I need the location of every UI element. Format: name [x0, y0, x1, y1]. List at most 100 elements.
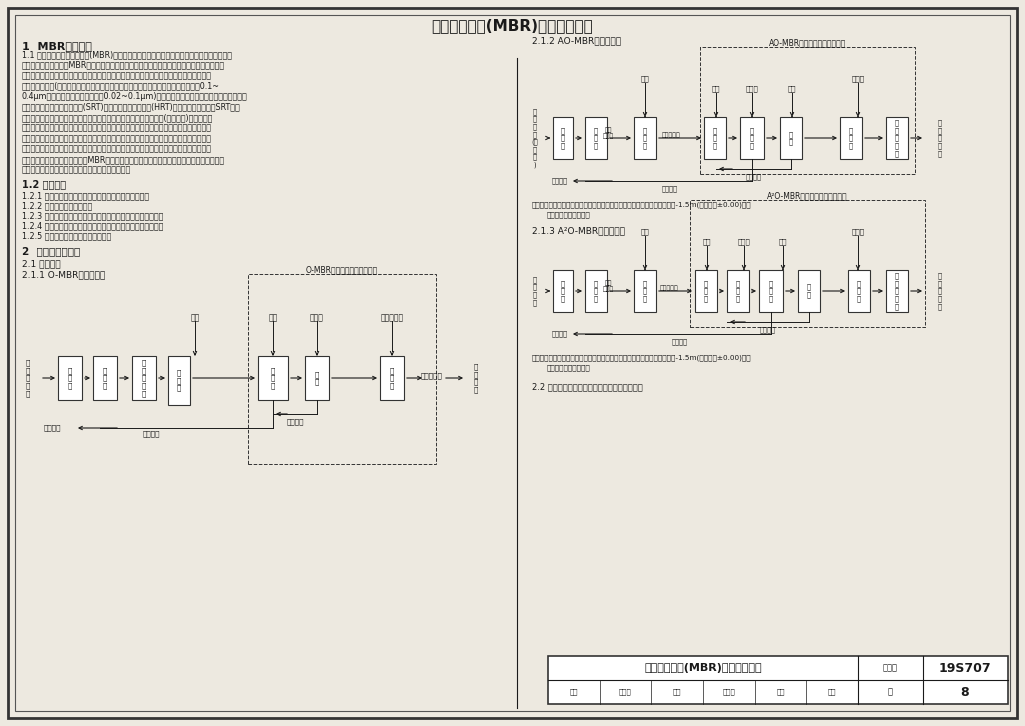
Text: 剩余污泥: 剩余污泥 — [672, 339, 688, 346]
Bar — [704, 117, 726, 159]
Text: 污泥处置: 污泥处置 — [552, 331, 568, 338]
Bar — [634, 117, 656, 159]
Text: 水可直接进入调节池。: 水可直接进入调节池。 — [547, 211, 590, 218]
Bar — [886, 117, 908, 159]
Bar — [700, 47, 915, 174]
Text: 消毒剂: 消毒剂 — [852, 229, 864, 235]
Text: 1.2.4 抗冲击负荷能力强，对进水水质水量变化的适应能力强。: 1.2.4 抗冲击负荷能力强，对进水水质水量变化的适应能力强。 — [22, 221, 163, 230]
Text: 页: 页 — [888, 688, 893, 696]
Text: 曝气: 曝气 — [269, 314, 278, 322]
Text: 集
水
池: 集 水 池 — [594, 127, 598, 149]
Text: 外
排
或
回
用: 外 排 或 回 用 — [938, 272, 942, 309]
Text: 毛
发
聚
集
器: 毛 发 聚 集 器 — [141, 359, 147, 396]
Text: 调
节
池: 调 节 池 — [643, 127, 647, 149]
Text: 缺
氧
池: 缺 氧 池 — [713, 127, 718, 149]
Text: 自来水补给: 自来水补给 — [380, 314, 404, 322]
Text: 提
升
泵: 提 升 泵 — [176, 370, 181, 391]
Text: 厌源: 厌源 — [703, 239, 711, 245]
Text: 标
准
排
放
口: 标 准 排 放 口 — [895, 272, 899, 309]
Text: 剩余污泥: 剩余污泥 — [662, 186, 678, 192]
Bar — [305, 356, 329, 400]
Text: 池内，持续参与生物化学反应。MBR工艺不但获得了优良稳定的出水水质，而且具有高污泥浓: 池内，持续参与生物化学反应。MBR工艺不但获得了优良稳定的出水水质，而且具有高污… — [22, 155, 226, 164]
Text: 回流污泥: 回流污泥 — [760, 327, 776, 333]
Text: 膜
池: 膜 池 — [807, 284, 811, 298]
Text: 曝气: 曝气 — [191, 314, 200, 322]
Text: 百工
学院: 百工 学院 — [353, 296, 407, 356]
Bar — [554, 117, 573, 159]
Text: 果，对污水水质变量变化的适应能力也更强。微生物与水的分离不再通过重力沉淀，而是在: 果，对污水水质变量变化的适应能力也更强。微生物与水的分离不再通过重力沉淀，而是在 — [22, 134, 212, 143]
Bar — [258, 356, 288, 400]
Text: 回流污泥: 回流污泥 — [286, 419, 303, 425]
Text: 生
活
污
水: 生 活 污 水 — [533, 277, 537, 306]
Bar — [848, 270, 870, 312]
Text: 1.1 工艺原理。膜生物反应器(MBR)是一种将污水生物处理工艺和膜分离技术有机结合的新型: 1.1 工艺原理。膜生物反应器(MBR)是一种将污水生物处理工艺和膜分离技术有机… — [22, 50, 232, 59]
Text: 物的生物化学作用加以去除或转化，但与常规生物处理工艺不同的是，以具有高精度过滤功: 物的生物化学作用加以去除或转化，但与常规生物处理工艺不同的是，以具有高精度过滤功 — [22, 71, 212, 80]
Text: 百工
学院: 百工 学院 — [672, 146, 727, 205]
Bar — [554, 270, 573, 312]
Text: 膜生物反应器(MBR)工艺流程说明: 膜生物反应器(MBR)工艺流程说明 — [432, 18, 592, 33]
Bar — [548, 656, 1008, 704]
Text: 19S707: 19S707 — [939, 661, 991, 674]
Bar — [886, 270, 908, 312]
Bar — [585, 270, 607, 312]
Text: 校对: 校对 — [673, 689, 682, 696]
Text: 好
氧
池: 好 氧 池 — [769, 280, 773, 302]
Text: 注：格栅渠、集水池和一次提升泵根据项目情况选用，如果进水标高不低于-1.5m(地面标高±0.00)，进: 注：格栅渠、集水池和一次提升泵根据项目情况选用，如果进水标高不低于-1.5m(地… — [532, 354, 751, 361]
Text: 王冠军: 王冠军 — [619, 689, 631, 696]
Text: 2.1.2 AO-MBR工艺流程图: 2.1.2 AO-MBR工艺流程图 — [532, 36, 621, 45]
Text: 因此微生物活性以及生化反应速率较传统生物处理工艺显著提高，对污染物有更好的去除效: 因此微生物活性以及生化反应速率较传统生物处理工艺显著提高，对污染物有更好的去除效 — [22, 123, 212, 133]
Bar — [58, 356, 82, 400]
Text: 曝气: 曝气 — [788, 86, 796, 92]
Text: 调
节
池: 调 节 池 — [102, 367, 108, 389]
Text: 0.4μm，超滤膜组件的过滤精度为0.02~0.1μm)取代了沉淀池和常规过滤设备，其高效分离: 0.4μm，超滤膜组件的过滤精度为0.02~0.1μm)取代了沉淀池和常规过滤设… — [22, 92, 248, 101]
Text: 除磷剂: 除磷剂 — [738, 239, 750, 245]
Text: A²O-MBR生活排水处理成套设备: A²O-MBR生活排水处理成套设备 — [767, 192, 848, 200]
Bar — [695, 270, 718, 312]
Text: 图集号: 图集号 — [883, 664, 898, 672]
Text: 曝气: 曝气 — [779, 239, 787, 245]
Text: 膜
池: 膜 池 — [789, 131, 793, 145]
Text: 优
质
杂
排
水: 优 质 杂 排 水 — [26, 359, 30, 396]
Text: 格
栅
渠: 格 栅 渠 — [561, 280, 565, 302]
Bar — [798, 270, 820, 312]
Text: 2.1.3 A²O-MBR工艺流程图: 2.1.3 A²O-MBR工艺流程图 — [532, 226, 625, 235]
Text: 百工
学院: 百工 学院 — [672, 496, 727, 556]
Text: 审核: 审核 — [570, 689, 578, 696]
Text: 2  工艺流程及参数: 2 工艺流程及参数 — [22, 246, 80, 256]
Text: 污泥处置: 污泥处置 — [43, 425, 60, 431]
Bar — [634, 270, 656, 312]
Text: 中
水
管
网: 中 水 管 网 — [474, 363, 479, 393]
Bar — [727, 270, 749, 312]
Text: 中
水
池: 中 水 池 — [849, 127, 853, 149]
Text: 除磷剂: 除磷剂 — [745, 86, 758, 92]
Text: 污泥处置: 污泥处置 — [552, 178, 568, 184]
Text: 2.1.1 O-MBR工艺流程图: 2.1.1 O-MBR工艺流程图 — [22, 270, 106, 279]
Text: 8: 8 — [960, 685, 970, 698]
Text: 标
准
排
放
口: 标 准 排 放 口 — [895, 120, 899, 157]
Text: 度、低污泥产量以及抗冲击负荷能力强等显著特点。: 度、低污泥产量以及抗冲击负荷能力强等显著特点。 — [22, 166, 131, 174]
Bar — [690, 200, 925, 327]
Text: 厌源: 厌源 — [711, 86, 721, 92]
Text: 1.2.2 工艺流程短，占地少。: 1.2.2 工艺流程短，占地少。 — [22, 201, 92, 210]
Text: 一次
提升泵: 一次 提升泵 — [603, 127, 614, 139]
Text: 2.1 工艺流程: 2.1 工艺流程 — [22, 259, 60, 268]
Text: 中水供水泵: 中水供水泵 — [421, 372, 443, 379]
Text: 生
活
污
水
(杂
排
水
): 生 活 污 水 (杂 排 水 ) — [532, 108, 538, 168]
Text: 百工
学院: 百工 学院 — [153, 146, 207, 205]
Bar — [168, 356, 190, 405]
Text: 能的膜分离设备(主要包括微滤膜组件和超滤膜组件两大类。微滤膜组件的过滤精度为0.1~: 能的膜分离设备(主要包括微滤膜组件和超滤膜组件两大类。微滤膜组件的过滤精度为0.… — [22, 81, 220, 91]
Text: 2.2 主要工艺参数见本图集相应设备选用说明。: 2.2 主要工艺参数见本图集相应设备选用说明。 — [532, 382, 643, 391]
Text: 外
排
或
回
用: 外 排 或 回 用 — [938, 120, 942, 157]
Text: 曝气: 曝气 — [641, 229, 650, 235]
Text: 剩余污泥: 剩余污泥 — [144, 430, 161, 436]
Text: 调
节
池: 调 节 池 — [643, 280, 647, 302]
Text: 一次
提升泵: 一次 提升泵 — [603, 280, 614, 292]
Text: 格
栅
渠: 格 栅 渠 — [68, 367, 72, 389]
Text: 1.2 工艺特点: 1.2 工艺特点 — [22, 179, 67, 189]
Text: AO-MBR生活排水处理成套设备: AO-MBR生活排水处理成套设备 — [769, 38, 847, 47]
Text: 设计: 设计 — [776, 689, 785, 696]
Text: 厌
氧
池: 厌 氧 池 — [704, 280, 708, 302]
Text: 延长，生物反应池中活性污泥浓度大幅提高，世代周期较长的特殊菌(如硝化菌)得以富集，: 延长，生物反应池中活性污泥浓度大幅提高，世代周期较长的特殊菌(如硝化菌)得以富集… — [22, 113, 213, 122]
Bar — [740, 117, 764, 159]
Text: 二次提升泵: 二次提升泵 — [661, 132, 681, 138]
